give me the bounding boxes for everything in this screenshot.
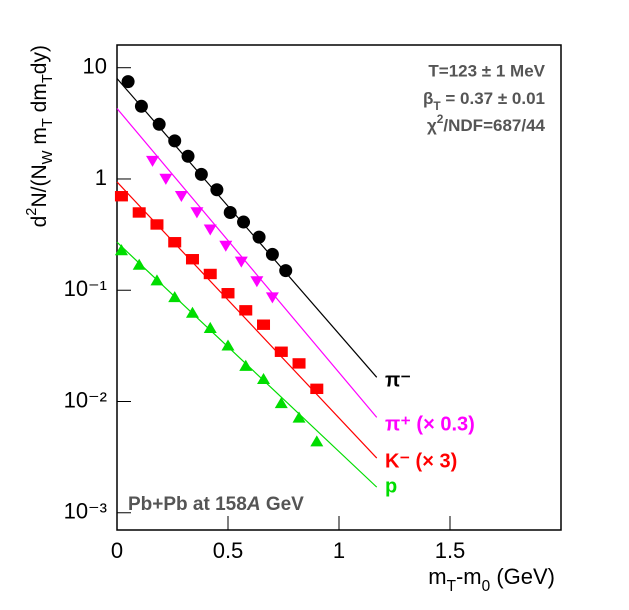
- marker: [237, 215, 251, 229]
- fit-line: [116, 108, 378, 418]
- label-part: -m: [456, 564, 482, 589]
- label: βT = 0.37 ± 0.01: [423, 89, 545, 113]
- label-part: W: [40, 150, 56, 164]
- label-part: dy): [28, 45, 51, 74]
- marker: [168, 134, 182, 148]
- marker: [257, 319, 271, 330]
- marker: [310, 435, 324, 447]
- x-tick-label: 1: [333, 538, 345, 563]
- marker: [310, 383, 324, 395]
- x-tick-label: 0.5: [213, 538, 244, 563]
- marker: [203, 268, 217, 280]
- marker: [292, 358, 306, 369]
- marker: [252, 230, 266, 244]
- label-part: Pb+Pb at 158: [128, 494, 247, 515]
- legend-label: p: [385, 475, 397, 497]
- label-part: A: [246, 494, 261, 515]
- marker: [257, 372, 271, 384]
- marker: [185, 306, 199, 318]
- label-part: T: [433, 99, 441, 113]
- y-tick-label: 10⁻³: [64, 499, 107, 524]
- marker: [168, 237, 182, 248]
- label-part: d: [28, 216, 51, 228]
- marker: [250, 276, 264, 288]
- legend-label: K⁻ (× 3): [385, 450, 457, 472]
- marker: [168, 291, 182, 303]
- marker: [274, 397, 288, 409]
- y-tick-label: 1: [95, 165, 107, 190]
- label-part: T: [40, 74, 56, 83]
- label-part: GeV: [261, 494, 305, 515]
- marker: [134, 99, 148, 113]
- y-tick-label: 10⁻²: [64, 387, 107, 412]
- label-part: dm: [28, 83, 51, 118]
- marker: [132, 207, 146, 218]
- label: χ2/NDF=687/44: [427, 112, 546, 135]
- marker: [203, 224, 217, 236]
- y-tick-label: 10: [83, 54, 107, 79]
- marker: [114, 244, 128, 256]
- label: d2N/(NW mT dmTdy): [24, 45, 56, 227]
- label-part: /NDF=687/44: [443, 116, 545, 135]
- marker: [203, 321, 217, 333]
- label-part: 0: [482, 578, 491, 595]
- marker: [159, 173, 173, 185]
- label-part: 2: [437, 112, 444, 126]
- marker: [221, 288, 235, 299]
- marker: [210, 183, 224, 197]
- marker: [234, 256, 248, 268]
- label-part: m: [28, 127, 51, 150]
- label: Pb+Pb at 158A GeV: [128, 494, 304, 515]
- marker: [223, 205, 237, 219]
- label-part: β: [423, 89, 433, 108]
- marker: [150, 219, 164, 230]
- label-part: T: [447, 578, 457, 595]
- label-part: χ: [427, 116, 437, 135]
- label-part: m: [428, 564, 446, 589]
- marker: [274, 346, 288, 357]
- x-tick-label: 1.5: [435, 538, 466, 563]
- marker: [114, 191, 128, 202]
- label-part: 2: [24, 208, 40, 216]
- marker: [174, 191, 188, 203]
- annotation: T=123 ± 1 MeV: [428, 61, 545, 80]
- marker: [279, 264, 293, 278]
- marker: [190, 207, 204, 219]
- y-tick-label: 10⁻¹: [64, 276, 107, 301]
- label-part: (GeV): [490, 564, 555, 589]
- marker: [146, 155, 160, 167]
- label: mT-m0 (GeV): [428, 564, 555, 595]
- marker: [265, 247, 279, 261]
- marker: [239, 359, 253, 371]
- label-part: T: [40, 118, 56, 127]
- legend-label: π⁻: [385, 369, 411, 391]
- marker: [239, 305, 253, 316]
- label-part: = 0.37 ± 0.01: [441, 89, 545, 108]
- marker: [132, 258, 146, 270]
- marker: [292, 411, 306, 423]
- legend-label: π⁺ (× 0.3): [385, 413, 475, 435]
- marker: [121, 75, 135, 89]
- x-tick-label: 0: [111, 538, 123, 563]
- marker: [221, 339, 235, 351]
- label-part: N/(N: [28, 164, 51, 207]
- marker: [265, 292, 279, 304]
- marker: [219, 240, 233, 252]
- marker: [181, 149, 195, 163]
- marker: [185, 254, 199, 265]
- marker: [194, 167, 208, 181]
- marker: [152, 117, 166, 131]
- marker: [150, 274, 164, 286]
